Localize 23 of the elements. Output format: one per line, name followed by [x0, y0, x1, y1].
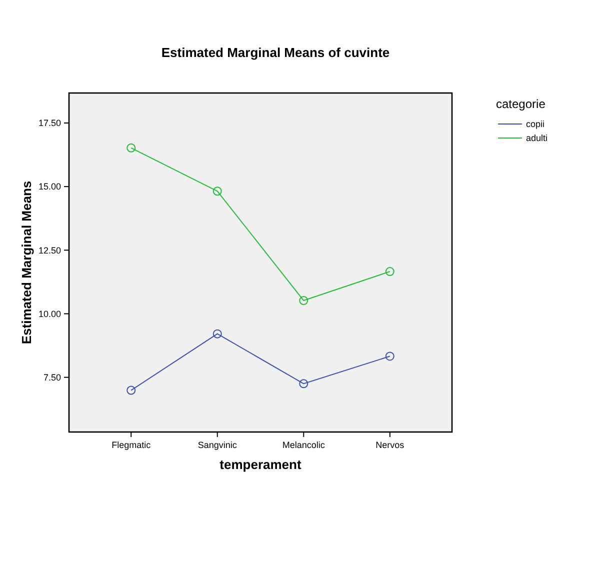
- point: [126, 386, 136, 395]
- y-tick-label: 7.50: [43, 372, 61, 382]
- x-tick-label: Sangvinic: [198, 440, 238, 450]
- legend-label: adulti: [526, 133, 548, 144]
- point: [212, 186, 222, 196]
- y-tick-label: 10.00: [38, 308, 61, 319]
- y-tick-label: 15.00: [38, 182, 61, 192]
- y-tick-label: 12.50: [38, 245, 61, 256]
- point: [299, 296, 308, 306]
- point: [385, 352, 394, 361]
- chart-title: Estimated Marginal Means of cuvinte: [161, 45, 390, 60]
- point: [385, 267, 394, 276]
- y-tick-label: 17.50: [38, 118, 61, 128]
- point: [126, 143, 136, 152]
- x-tick-label: Flegmatic: [112, 440, 152, 450]
- legend-label: copii: [526, 119, 545, 130]
- point: [212, 329, 222, 338]
- legend-title: categorie: [496, 97, 546, 111]
- point: [299, 379, 308, 388]
- y-axis-title: Estimated Marginal Means: [19, 180, 34, 344]
- x-tick-label: Melancolic: [282, 440, 326, 450]
- x-tick-label: Nervos: [376, 440, 405, 450]
- x-axis-title: temperament: [220, 457, 302, 472]
